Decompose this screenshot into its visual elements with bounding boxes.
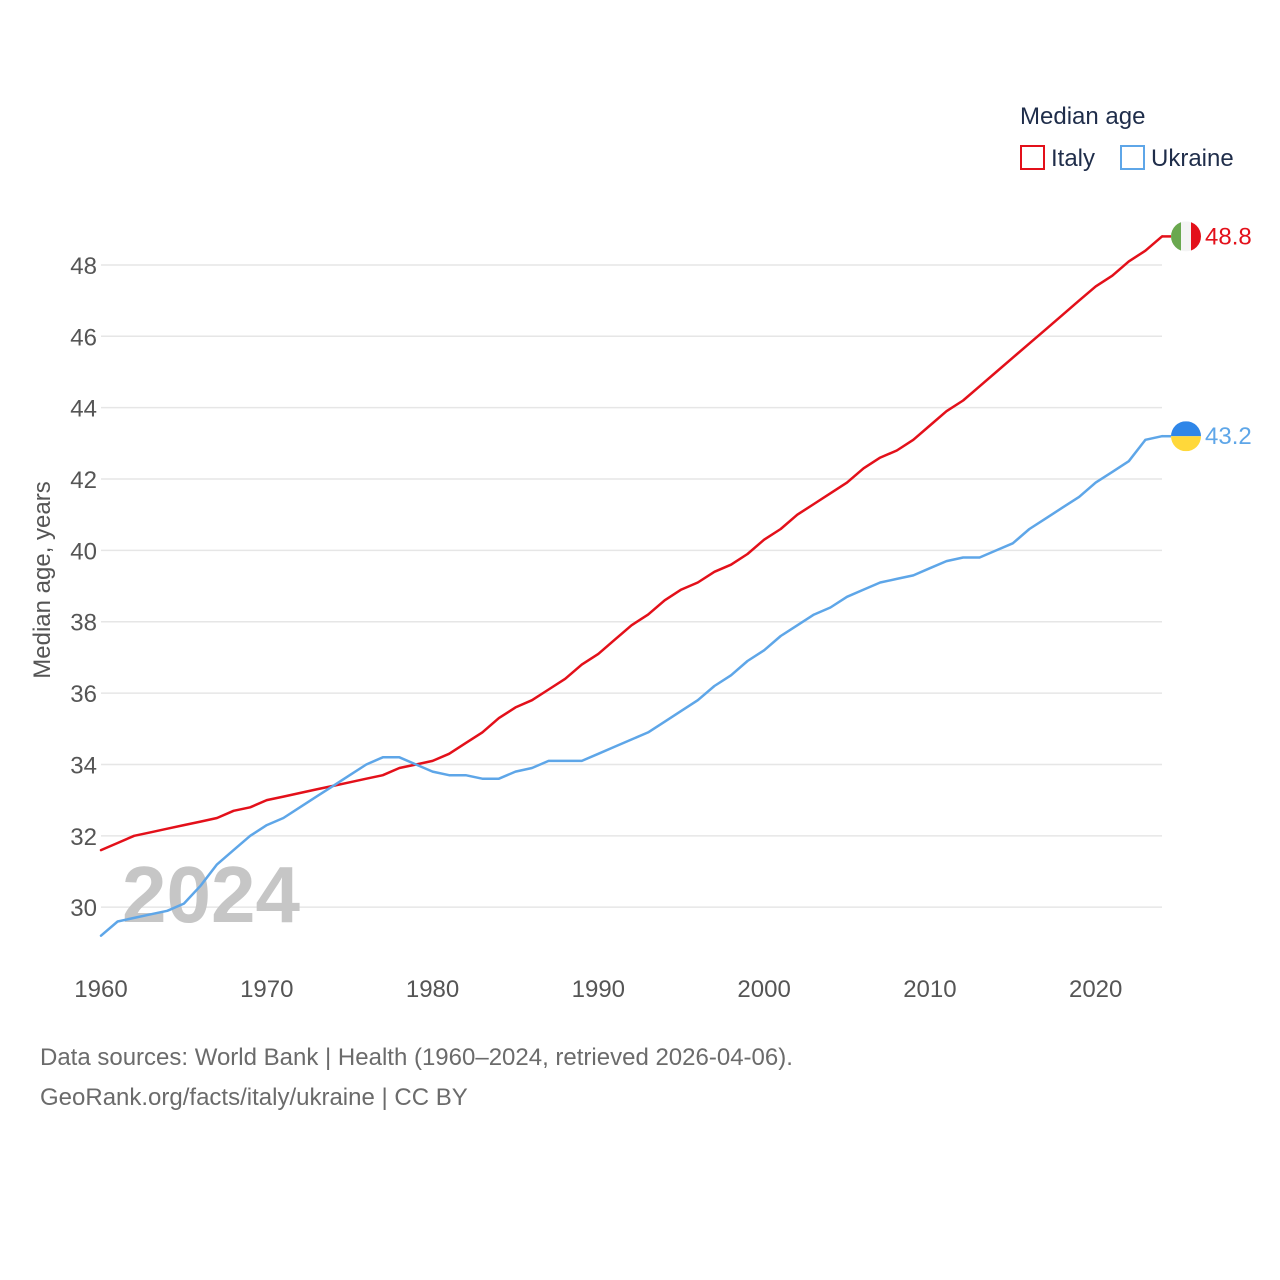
- ukraine-flag-icon: [1171, 421, 1201, 452]
- x-tick-label: 2020: [1069, 976, 1122, 1003]
- x-tick-label: 1990: [572, 976, 625, 1003]
- y-tick-label: 46: [70, 324, 97, 351]
- y-tick-label: 36: [70, 681, 97, 708]
- series-lines: [99, 235, 1164, 937]
- series-line-ukraine[interactable]: [99, 434, 1164, 937]
- legend-item-italy[interactable]: Italy: [1020, 145, 1095, 172]
- legend: Median age Italy Ukraine: [1020, 103, 1234, 172]
- end-label-ukraine: 43.2: [1205, 423, 1252, 450]
- y-tick-label: 32: [70, 824, 97, 851]
- legend-item-ukraine[interactable]: Ukraine: [1120, 145, 1234, 172]
- y-tick-label: 48: [70, 253, 97, 280]
- y-tick-label: 44: [70, 396, 97, 423]
- footer-attribution[interactable]: GeoRank.org/facts/italy/ukraine | CC BY: [40, 1084, 468, 1111]
- legend-swatch-ukraine: [1120, 145, 1145, 170]
- italy-flag-icon: [1171, 221, 1201, 252]
- legend-swatch-italy: [1020, 145, 1045, 170]
- x-axis-ticks: 1960 1970 1980 1990 2000 2010 2020: [74, 976, 1122, 1003]
- x-tick-label: 2000: [737, 976, 790, 1003]
- gridlines: [101, 264, 1162, 908]
- legend-label-ukraine: Ukraine: [1151, 145, 1234, 172]
- footer-sources: Data sources: World Bank | Health (1960–…: [40, 1044, 793, 1071]
- y-tick-label: 34: [70, 752, 97, 779]
- y-tick-label: 30: [70, 895, 97, 922]
- x-tick-label: 1970: [240, 976, 293, 1003]
- year-watermark: 2024: [122, 850, 300, 939]
- y-tick-label: 38: [70, 610, 97, 637]
- legend-title: Median age: [1020, 103, 1145, 130]
- y-tick-label: 42: [70, 467, 97, 494]
- legend-label-italy: Italy: [1051, 145, 1095, 172]
- end-label-italy: 48.8: [1205, 223, 1252, 250]
- y-axis-title: Median age, years: [29, 481, 56, 678]
- end-labels: 48.8 43.2: [1162, 221, 1252, 452]
- x-tick-label: 1980: [406, 976, 459, 1003]
- x-tick-label: 1960: [74, 976, 127, 1003]
- x-tick-label: 2010: [903, 976, 956, 1003]
- y-axis-ticks: 30 32 34 36 38 40 42 44 46 48: [70, 253, 97, 922]
- series-line-italy[interactable]: [99, 235, 1164, 852]
- y-tick-label: 40: [70, 538, 97, 565]
